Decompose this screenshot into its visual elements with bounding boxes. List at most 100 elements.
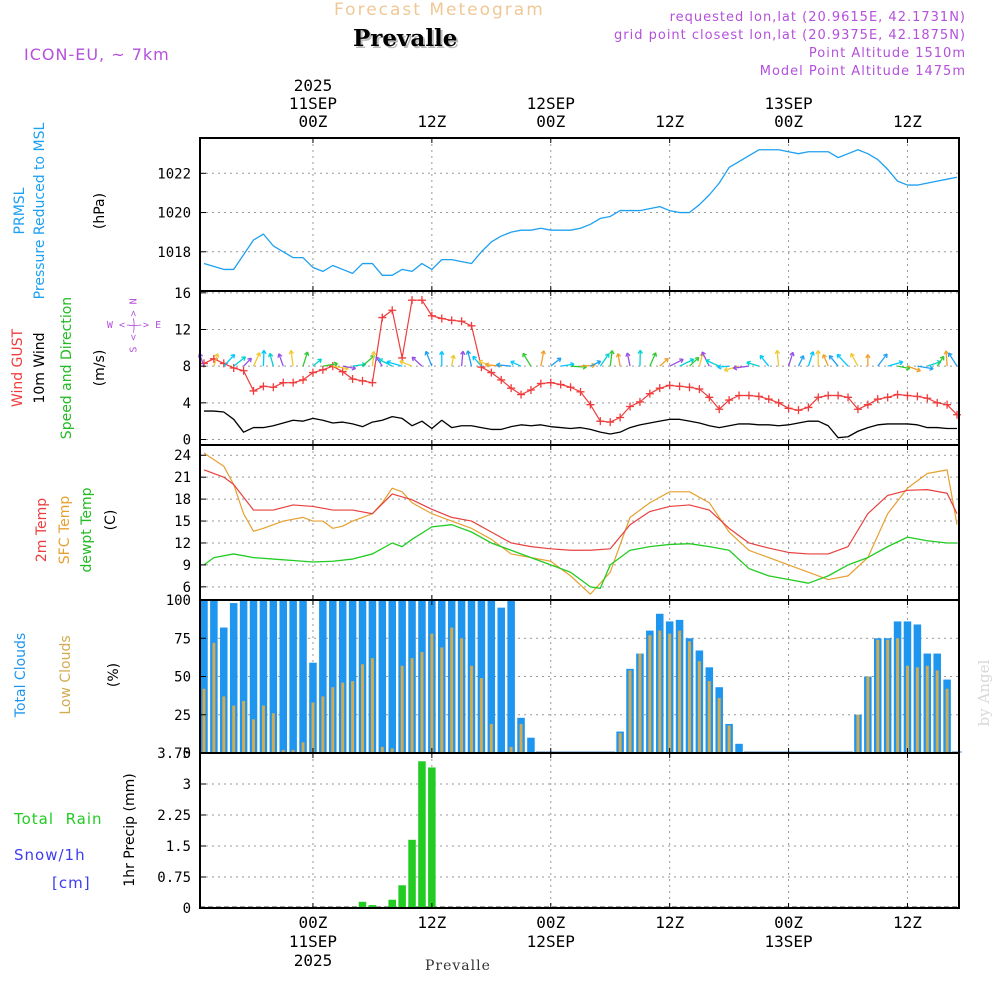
gust-point xyxy=(299,375,308,384)
wind-arrow-head xyxy=(450,354,456,360)
low-cloud-bar xyxy=(380,746,384,753)
wind-arrow xyxy=(252,352,261,367)
wind-arrow xyxy=(599,353,610,367)
wind-arrow-head xyxy=(556,357,562,363)
gust-point xyxy=(606,418,615,427)
low-cloud-bar xyxy=(261,705,265,753)
gust-point xyxy=(903,391,912,400)
low-cloud-bar xyxy=(697,661,701,753)
top-axis-label: 12Z xyxy=(655,112,684,131)
total-cloud-bar xyxy=(229,603,238,753)
gust-point xyxy=(645,389,654,398)
bottom-axis-label: 12Z xyxy=(655,913,684,932)
wind-arrow xyxy=(342,365,356,370)
gust-point xyxy=(417,296,426,305)
gust-point xyxy=(873,395,882,404)
low-cloud-bar xyxy=(648,635,652,753)
wind-arrow-head xyxy=(821,354,827,359)
low-cloud-bar xyxy=(935,670,939,753)
precip-tick-label: 2.25 xyxy=(157,808,191,824)
temp-tick-label: 24 xyxy=(174,448,191,464)
wind-arrow xyxy=(290,350,294,367)
wind-arrow-head xyxy=(883,353,888,359)
wind-arrow xyxy=(371,351,375,367)
wind-arrow xyxy=(626,352,631,367)
wind-arrow xyxy=(701,351,710,367)
pressure-tick-label: 1020 xyxy=(157,206,191,222)
wind-arrow xyxy=(570,365,587,368)
snow-label: Snow/1h xyxy=(14,846,86,864)
wind-arrow xyxy=(724,365,740,371)
wind-arrow-head xyxy=(637,349,643,354)
wind-arrow xyxy=(887,361,903,367)
clouds-tick-label: 75 xyxy=(174,631,191,647)
wind-arrow-head xyxy=(247,357,252,363)
low-cloud-bar xyxy=(450,627,454,753)
gust-point xyxy=(556,380,565,389)
gust-point xyxy=(626,402,635,411)
wind-arrow-head xyxy=(596,360,602,365)
low-cloud-bar xyxy=(905,665,909,753)
total-cloud-bar xyxy=(269,600,278,753)
wind-arrow xyxy=(312,358,322,367)
top-axis-label: 00Z xyxy=(774,112,803,131)
gust-point xyxy=(883,393,892,402)
wind-arrow-head xyxy=(916,367,921,373)
wind-arrow-head xyxy=(378,358,383,364)
gust-point xyxy=(447,316,456,325)
wind-arrow-head xyxy=(759,354,765,360)
total-cloud-bar xyxy=(259,600,268,753)
temp-tick-label: 18 xyxy=(174,492,191,508)
wind-tick-label: 16 xyxy=(174,286,191,302)
wind-arrow xyxy=(540,350,545,367)
low-cloud-bar xyxy=(707,681,711,753)
total-cloud-bar xyxy=(378,600,387,753)
wind-arrow-head xyxy=(496,362,501,368)
total-cloud-bar xyxy=(319,600,327,753)
gust-point xyxy=(853,405,862,414)
clouds-tick-label: 100 xyxy=(166,593,191,609)
wind-arrow xyxy=(460,351,464,367)
gust-point xyxy=(715,405,724,414)
top-axis-label: 00Z xyxy=(536,112,565,131)
gust-point xyxy=(229,364,238,372)
gust-point xyxy=(467,321,476,330)
gust-point xyxy=(269,383,278,392)
low-cloud-bar xyxy=(717,697,721,753)
low-cloud-bar xyxy=(390,748,394,753)
total-cloud-bar xyxy=(348,600,357,753)
total-cloud-bar xyxy=(507,600,515,753)
top-axis-label: 12Z xyxy=(893,112,922,131)
gust-point xyxy=(279,378,288,387)
wind-arrow-head xyxy=(540,350,546,355)
rain-bar xyxy=(388,899,396,908)
wind-arrow xyxy=(386,361,403,367)
gust-point xyxy=(338,367,347,376)
total-cloud-bar xyxy=(249,600,258,753)
wind-arrow-head xyxy=(256,352,261,357)
low-cloud-bar xyxy=(361,664,364,753)
low-cloud-bar xyxy=(509,746,513,753)
wind-arrow xyxy=(897,365,910,370)
wind-arrow-head xyxy=(652,352,658,357)
gust-point xyxy=(764,395,773,404)
gust-point xyxy=(824,391,833,400)
bottom-axis-label: 00Z xyxy=(774,913,803,932)
total-cloud-bar xyxy=(735,743,743,753)
bottom-axis-label: 13SEP xyxy=(764,932,812,951)
gust-point xyxy=(348,375,357,383)
wind-arrow xyxy=(917,365,934,370)
compass-we-label: W <-|-> E xyxy=(106,320,162,331)
wind-arrow xyxy=(243,357,252,367)
wind-arrow-head xyxy=(809,351,815,356)
wind-arrow-head xyxy=(261,349,267,355)
model-label: ICON-EU, ~ 7km xyxy=(24,45,170,64)
model-altitude: Model Point Altitude 1475m xyxy=(759,64,966,79)
gust-point xyxy=(893,390,902,399)
wind-arrow xyxy=(649,352,657,367)
low-cloud-bar xyxy=(866,676,870,753)
gust-point xyxy=(616,413,625,422)
gust-point xyxy=(596,417,605,426)
low-cloud-bar xyxy=(400,665,404,753)
low-cloud-bar xyxy=(856,714,860,753)
